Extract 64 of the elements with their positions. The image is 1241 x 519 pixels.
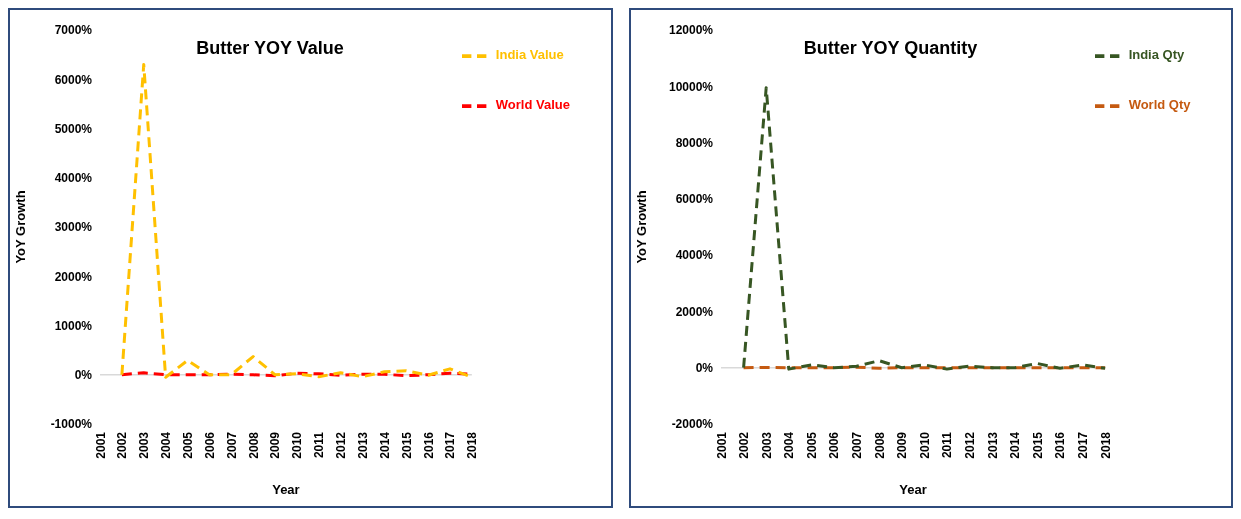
x-tick-label: 2009 xyxy=(894,431,909,459)
legend-label: India Value xyxy=(495,47,564,62)
y-tick-label: 1000% xyxy=(54,318,93,333)
y-tick-label: 10000% xyxy=(668,79,713,94)
x-tick-label: 2002 xyxy=(115,431,130,459)
x-axis-title: Year xyxy=(898,482,927,497)
x-tick-label: 2010 xyxy=(290,431,305,459)
x-tick-label: 2004 xyxy=(781,431,796,459)
x-tick-label: 2007 xyxy=(849,431,864,459)
line-series xyxy=(741,86,1107,371)
legend-label: World Value xyxy=(495,97,570,112)
y-axis-title: YoY Growth xyxy=(633,190,649,264)
y-tick-label: 4000% xyxy=(54,171,93,186)
x-tick-label: 2018 xyxy=(465,431,480,459)
x-tick-label: 2014 xyxy=(1007,431,1022,459)
y-tick-label: 2000% xyxy=(675,304,713,319)
y-tick-label: 6000% xyxy=(675,192,713,207)
x-tick-label: 2002 xyxy=(736,431,751,459)
legend-label: India Qty xyxy=(1128,47,1185,62)
x-tick-label: 2010 xyxy=(917,431,932,459)
x-tick-label: 2003 xyxy=(137,431,152,459)
y-tick-label: 7000% xyxy=(54,23,93,38)
x-tick-label: 2003 xyxy=(759,431,774,459)
x-tick-label: 2012 xyxy=(962,431,977,459)
x-tick-label: 2013 xyxy=(985,431,1000,459)
x-tick-label: 2016 xyxy=(421,431,436,459)
x-tick-label: 2001 xyxy=(93,431,108,459)
x-tick-label: 2008 xyxy=(872,431,887,459)
y-tick-label: 3000% xyxy=(54,220,93,235)
x-tick-label: 2005 xyxy=(181,431,196,459)
x-tick-label: 2006 xyxy=(827,431,841,459)
x-tick-label: 2017 xyxy=(443,431,458,459)
x-tick-label: 2001 xyxy=(714,431,729,459)
y-tick-label: 5000% xyxy=(54,121,93,136)
y-tick-label: -2000% xyxy=(671,417,713,432)
x-tick-label: 2004 xyxy=(159,431,174,459)
y-tick-label: 12000% xyxy=(668,23,713,38)
y-tick-label: -1000% xyxy=(50,417,93,432)
x-tick-label: 2011 xyxy=(312,431,327,459)
x-tick-label: 2005 xyxy=(804,431,819,459)
x-tick-label: 2015 xyxy=(1030,431,1045,459)
y-tick-label: 8000% xyxy=(675,135,713,150)
x-tick-label: 2015 xyxy=(399,431,414,459)
x-tick-label: 2006 xyxy=(202,431,217,459)
legend-label: World Qty xyxy=(1128,97,1191,112)
x-axis-title: Year xyxy=(272,482,300,497)
chart-title: Butter YOY Quantity xyxy=(803,38,978,58)
x-tick-label: 2017 xyxy=(1075,431,1090,459)
y-tick-label: 0% xyxy=(695,360,713,375)
x-tick-label: 2009 xyxy=(268,431,283,459)
x-tick-label: 2011 xyxy=(939,431,954,459)
chart-title: Butter YOY Value xyxy=(196,38,344,58)
x-tick-label: 2018 xyxy=(1098,431,1113,459)
x-tick-label: 2008 xyxy=(246,431,261,459)
y-tick-label: 0% xyxy=(74,368,93,383)
y-tick-label: 6000% xyxy=(54,72,93,87)
x-tick-label: 2007 xyxy=(224,431,239,459)
x-tick-label: 2014 xyxy=(377,431,392,459)
y-axis-title: YoY Growth xyxy=(12,190,28,264)
x-tick-label: 2012 xyxy=(334,431,349,459)
y-tick-label: 2000% xyxy=(54,269,93,284)
x-tick-label: 2016 xyxy=(1052,431,1067,459)
x-tick-label: 2013 xyxy=(355,431,370,459)
y-tick-label: 4000% xyxy=(675,248,713,263)
